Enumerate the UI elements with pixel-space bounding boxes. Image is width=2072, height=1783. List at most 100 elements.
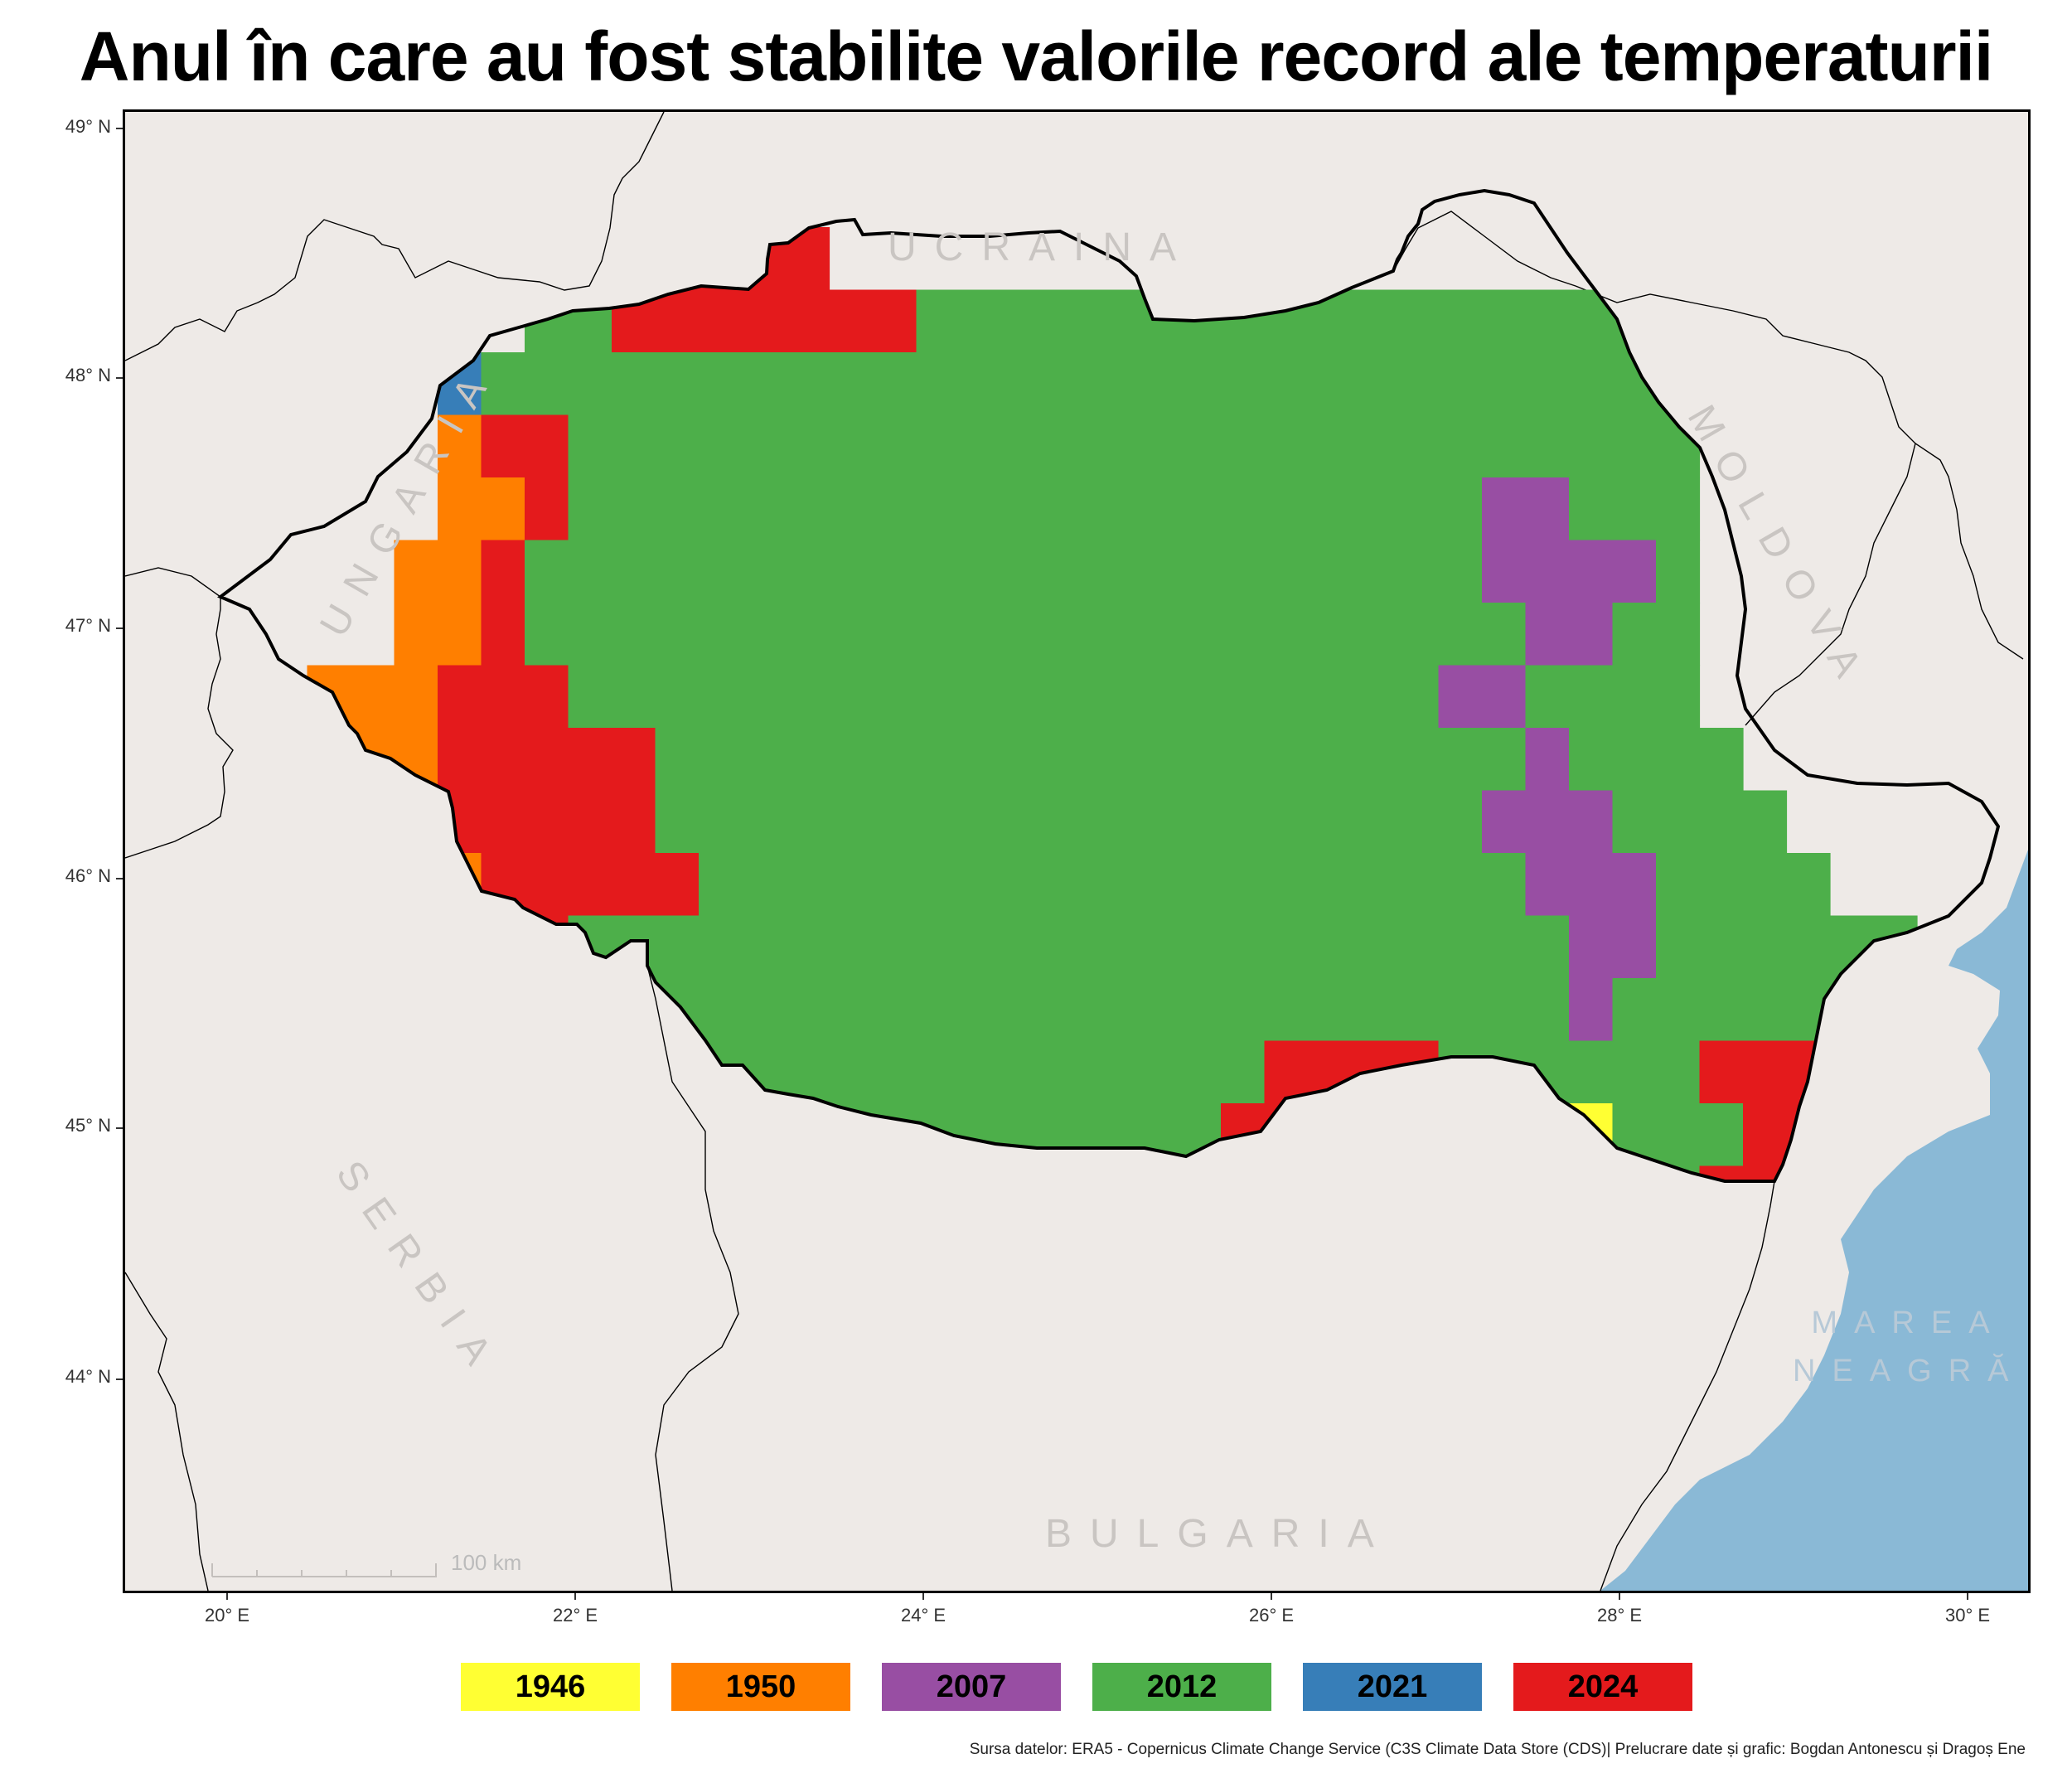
grid-cell-2024 bbox=[1743, 1040, 1788, 1104]
grid-cell-2012 bbox=[742, 915, 787, 979]
grid-cell-2012 bbox=[568, 289, 612, 353]
grid-cell-2012 bbox=[1091, 1417, 1135, 1480]
grid-cell-2012 bbox=[1308, 477, 1353, 541]
lat-tick bbox=[116, 1378, 123, 1380]
grid-cell-2012 bbox=[1482, 1354, 1526, 1417]
grid-cell-2012 bbox=[1656, 289, 1701, 353]
grid-cell-2012 bbox=[1090, 915, 1135, 979]
neighbour-borders bbox=[125, 112, 2024, 1591]
map-title: Anul în care au fost stabilite valorile … bbox=[79, 17, 1993, 95]
grid-cell-2012 bbox=[1438, 1040, 1483, 1104]
grid-cell-1950 bbox=[438, 603, 482, 666]
grid-cell-2012 bbox=[1090, 289, 1135, 353]
grid-cell-2012 bbox=[873, 853, 917, 917]
grid-cell-1946 bbox=[264, 728, 308, 792]
grid-cell-2012 bbox=[1047, 1354, 1091, 1417]
grid-cell-2012 bbox=[1569, 477, 1614, 541]
grid-cell-2012 bbox=[699, 477, 743, 541]
lon-tick bbox=[226, 1593, 228, 1600]
grid-cell-2012 bbox=[655, 915, 700, 979]
grid-cell-2012 bbox=[1264, 728, 1309, 792]
grid-cell-2007 bbox=[1525, 728, 1570, 792]
grid-cell-2012 bbox=[1090, 853, 1135, 917]
lon-label-20: 20° E bbox=[204, 1605, 250, 1626]
lat-label-49: 49° N bbox=[65, 116, 111, 137]
grid-cell-2012 bbox=[612, 352, 656, 416]
grid-cell-2024 bbox=[1830, 1103, 1875, 1167]
grid-cell-2012 bbox=[1395, 603, 1440, 666]
grid-cell-2012 bbox=[1090, 1040, 1135, 1104]
grid-cell-2012 bbox=[1482, 603, 1527, 666]
grid-cell-2012 bbox=[786, 414, 830, 478]
grid-cell-2024 bbox=[481, 603, 525, 666]
lat-label-48: 48° N bbox=[65, 365, 111, 385]
grid-cell-2012 bbox=[1395, 978, 1440, 1042]
grid-cell-2012 bbox=[916, 352, 961, 416]
grid-cell-2012 bbox=[1177, 790, 1222, 854]
grid-cell-2012 bbox=[1439, 1417, 1483, 1480]
grid-cell-2012 bbox=[1656, 915, 1701, 979]
grid-cell-2012 bbox=[1612, 978, 1657, 1042]
lat-tick bbox=[116, 128, 123, 129]
grid-cell-1950 bbox=[394, 790, 438, 854]
grid-cell-2012 bbox=[1308, 1417, 1352, 1480]
grid-cell-2012 bbox=[1395, 790, 1440, 854]
grid-cell-2012 bbox=[1134, 1103, 1179, 1167]
grid-cell-2012 bbox=[1047, 1228, 1091, 1291]
map-panel: UCRAINA UNGARIA MOLDOVA SERBIA BULGARIA … bbox=[123, 109, 2031, 1593]
grid-cell-2012 bbox=[1221, 1040, 1266, 1104]
grid-cell-2012 bbox=[1352, 1354, 1396, 1417]
grid-cell-1950 bbox=[394, 915, 438, 979]
grid-cell-2024 bbox=[612, 728, 656, 792]
grid-cell-1946 bbox=[1395, 1291, 1439, 1354]
grid-cell-2024 bbox=[786, 1354, 830, 1417]
grid-cell-2024 bbox=[1700, 1228, 1744, 1291]
grid-cell-2012 bbox=[1003, 352, 1048, 416]
grid-cell-2024 bbox=[1743, 1228, 1787, 1291]
grid-cell-2024 bbox=[786, 1417, 830, 1480]
grid-cell-2012 bbox=[1264, 603, 1309, 666]
grid-cell-2012 bbox=[1134, 790, 1179, 854]
grid-cell-2012 bbox=[1438, 978, 1483, 1042]
grid-cell-2012 bbox=[1047, 477, 1092, 541]
grid-cell-2012 bbox=[1569, 1354, 1613, 1417]
grid-cell-1950 bbox=[438, 1040, 482, 1104]
grid-cell-2012 bbox=[960, 1103, 1005, 1167]
grid-cell-2012 bbox=[1047, 790, 1092, 854]
grid-cell-2012 bbox=[1177, 603, 1222, 666]
grid-cell-2012 bbox=[1438, 853, 1483, 917]
grid-cell-2012 bbox=[1569, 728, 1614, 792]
grid-cell-1950 bbox=[438, 978, 482, 1042]
grid-cell-1946 bbox=[1569, 1103, 1614, 1167]
lon-tick bbox=[922, 1593, 924, 1600]
grid-cell-2007 bbox=[1482, 477, 1527, 541]
grid-cell-2012 bbox=[1525, 978, 1570, 1042]
grid-cell-2012 bbox=[1047, 352, 1092, 416]
grid-cell-1946 bbox=[1613, 1228, 1657, 1291]
grid-cell-2012 bbox=[1134, 1417, 1178, 1480]
grid-cell-2012 bbox=[612, 540, 656, 603]
grid-cell-2012 bbox=[699, 414, 743, 478]
grid-cell-2012 bbox=[568, 603, 612, 666]
grid-cell-2012 bbox=[1134, 915, 1179, 979]
grid-cell-2024 bbox=[699, 1354, 743, 1417]
lat-tick bbox=[116, 1127, 123, 1129]
grid-cell-2012 bbox=[916, 790, 961, 854]
grid-cell-2012 bbox=[1134, 1165, 1179, 1181]
grid-cell-2012 bbox=[1177, 728, 1222, 792]
grid-cell-2012 bbox=[1525, 289, 1570, 353]
grid-cell-2012 bbox=[1090, 728, 1135, 792]
grid-cell-2012 bbox=[1699, 728, 1744, 792]
grid-cell-2012 bbox=[1134, 853, 1179, 917]
grid-cell-2012 bbox=[1221, 1417, 1265, 1480]
grid-cell-2012 bbox=[873, 915, 917, 979]
grid-cell-2012 bbox=[1569, 414, 1614, 478]
grid-cell-1946 bbox=[1569, 1228, 1613, 1291]
grid-cell-2012 bbox=[1134, 414, 1179, 478]
grid-cell-2012 bbox=[960, 790, 1005, 854]
legend-item-2021: 2021 bbox=[1303, 1663, 1482, 1711]
grid-cell-2012 bbox=[1438, 790, 1483, 854]
grid-cell-2012 bbox=[1830, 978, 1875, 1042]
grid-cell-2012 bbox=[1265, 1417, 1309, 1480]
grid-cell-2012 bbox=[699, 790, 743, 854]
